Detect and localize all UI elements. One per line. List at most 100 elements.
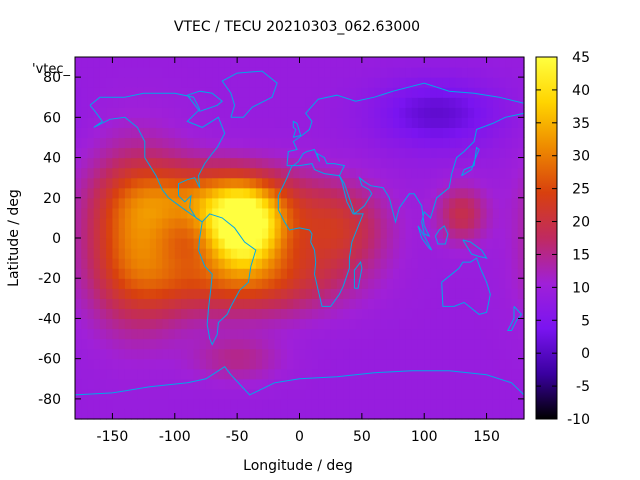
heatmap-cell: [81, 338, 89, 350]
heatmap-cell: [374, 258, 382, 269]
heatmap-cell: [449, 197, 457, 209]
heatmap-cell: [517, 207, 525, 219]
heatmap-cell: [99, 348, 107, 360]
heatmap-cell: [393, 338, 400, 350]
heatmap-cell: [511, 358, 519, 370]
heatmap-cell: [368, 298, 375, 309]
heatmap-cell: [424, 408, 432, 420]
heatmap-cell: [517, 77, 525, 88]
heatmap-cell: [162, 217, 170, 229]
heatmap-cell: [374, 298, 382, 309]
heatmap-cell: [187, 248, 195, 259]
heatmap-cell: [417, 338, 425, 350]
heatmap-cell: [243, 248, 251, 259]
heatmap-cell: [174, 67, 182, 78]
heatmap-cell: [505, 298, 513, 309]
heatmap-cell: [75, 137, 82, 149]
heatmap-cell: [492, 227, 500, 239]
heatmap-cell: [517, 147, 525, 159]
heatmap-cell: [224, 368, 232, 380]
heatmap-cell: [436, 368, 444, 380]
heatmap-cell: [436, 117, 444, 128]
heatmap-cell: [143, 258, 151, 269]
heatmap-cell: [112, 197, 120, 209]
heatmap-cell: [411, 388, 419, 400]
heatmap-cell: [237, 358, 244, 370]
heatmap-cell: [336, 67, 344, 78]
heatmap-cell: [149, 358, 157, 370]
heatmap-cell: [474, 227, 481, 239]
heatmap-cell: [343, 137, 350, 149]
heatmap-cell: [168, 97, 176, 108]
heatmap-cell: [156, 67, 163, 78]
heatmap-cell: [449, 308, 457, 320]
heatmap-cell: [330, 398, 338, 410]
heatmap-cell: [386, 268, 394, 279]
heatmap-cell: [311, 67, 319, 78]
heatmap-cell: [156, 368, 163, 380]
heatmap-cell: [343, 318, 350, 330]
heatmap-cell: [449, 177, 457, 189]
heatmap-cell: [349, 358, 357, 370]
heatmap-cell: [143, 238, 151, 249]
heatmap-cell: [380, 358, 388, 370]
heatmap-cell: [118, 398, 126, 410]
heatmap-cell: [262, 378, 269, 390]
heatmap-cell: [393, 207, 400, 219]
heatmap-cell: [474, 268, 481, 279]
heatmap-cell: [417, 157, 425, 169]
heatmap-cell: [212, 308, 220, 320]
heatmap-cell: [355, 248, 363, 259]
heatmap-cell: [255, 147, 263, 159]
heatmap-cell: [81, 167, 89, 179]
heatmap-cell: [124, 77, 132, 88]
heatmap-cell: [511, 207, 519, 219]
heatmap-cell: [174, 107, 182, 118]
heatmap-cell: [156, 217, 163, 229]
heatmap-cell: [181, 177, 188, 189]
heatmap-cell: [224, 238, 232, 249]
heatmap-cell: [106, 147, 114, 159]
heatmap-cell: [243, 258, 251, 269]
heatmap-cell: [474, 358, 481, 370]
heatmap-cell: [511, 268, 519, 279]
heatmap-cell: [193, 227, 201, 239]
heatmap-cell: [87, 328, 95, 340]
heatmap-cell: [93, 97, 101, 108]
heatmap-cell: [168, 117, 176, 128]
heatmap-cell: [380, 167, 388, 179]
heatmap-cell: [386, 368, 394, 380]
heatmap-cell: [174, 97, 182, 108]
heatmap-cell: [380, 238, 388, 249]
heatmap-cell: [318, 278, 326, 289]
heatmap-cell: [386, 288, 394, 299]
heatmap-cell: [343, 147, 350, 159]
heatmap-cell: [355, 67, 363, 78]
heatmap-cell: [517, 67, 525, 78]
heatmap-cell: [243, 368, 251, 380]
heatmap-cell: [106, 177, 114, 189]
heatmap-cell: [174, 358, 182, 370]
heatmap-cell: [393, 298, 400, 309]
heatmap-cell: [442, 197, 450, 209]
heatmap-cell: [424, 378, 432, 390]
heatmap-cell: [106, 238, 114, 249]
heatmap-cell: [230, 57, 238, 68]
heatmap-cell: [305, 187, 313, 199]
heatmap-cell: [268, 67, 276, 78]
heatmap-cell: [268, 388, 276, 400]
heatmap-cell: [243, 408, 251, 420]
heatmap-cell: [436, 147, 444, 159]
heatmap-cell: [355, 87, 363, 98]
heatmap-cell: [181, 358, 188, 370]
heatmap-cell: [492, 398, 500, 410]
heatmap-cell: [405, 368, 413, 380]
colorbar-tick-label: 15: [572, 247, 590, 263]
heatmap-cell: [224, 298, 232, 309]
heatmap-cell: [212, 207, 220, 219]
heatmap-cell: [243, 298, 251, 309]
heatmap-cell: [368, 127, 375, 139]
heatmap-cell: [343, 368, 350, 380]
heatmap-cell: [411, 248, 419, 259]
heatmap-cell: [168, 388, 176, 400]
